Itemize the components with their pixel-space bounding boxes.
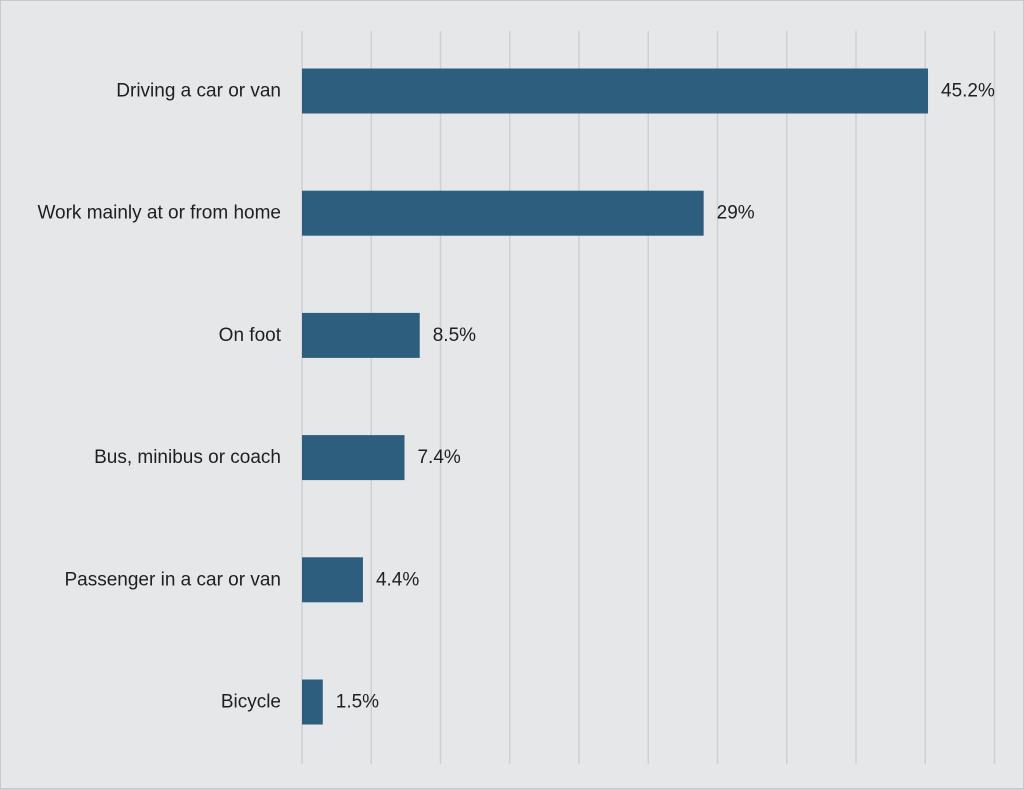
value-label-4: 4.4%: [376, 569, 419, 590]
category-label-5: Bicycle: [221, 692, 281, 713]
value-label-2: 8.5%: [433, 325, 476, 346]
value-label-5: 1.5%: [336, 692, 379, 713]
bar-3: [302, 435, 405, 481]
bars: [302, 68, 929, 725]
value-label-3: 7.4%: [417, 447, 460, 468]
category-label-2: On foot: [219, 325, 282, 346]
bar-4: [302, 557, 363, 603]
category-label-1: Work mainly at or from home: [37, 203, 281, 224]
category-labels: Driving a car or van Work mainly at or fr…: [37, 81, 281, 713]
bar-2: [302, 312, 420, 358]
bar-0: [302, 68, 929, 114]
value-label-0: 45.2%: [941, 81, 995, 102]
bar-5: [302, 679, 323, 725]
gridlines: [301, 31, 996, 764]
category-label-4: Passenger in a car or van: [64, 569, 281, 590]
category-label-3: Bus, minibus or coach: [94, 447, 281, 468]
bar-1: [302, 190, 704, 236]
value-label-1: 29%: [717, 203, 755, 224]
value-labels: 45.2% 29% 8.5% 7.4% 4.4% 1.5%: [336, 81, 995, 713]
category-label-0: Driving a car or van: [116, 81, 281, 102]
